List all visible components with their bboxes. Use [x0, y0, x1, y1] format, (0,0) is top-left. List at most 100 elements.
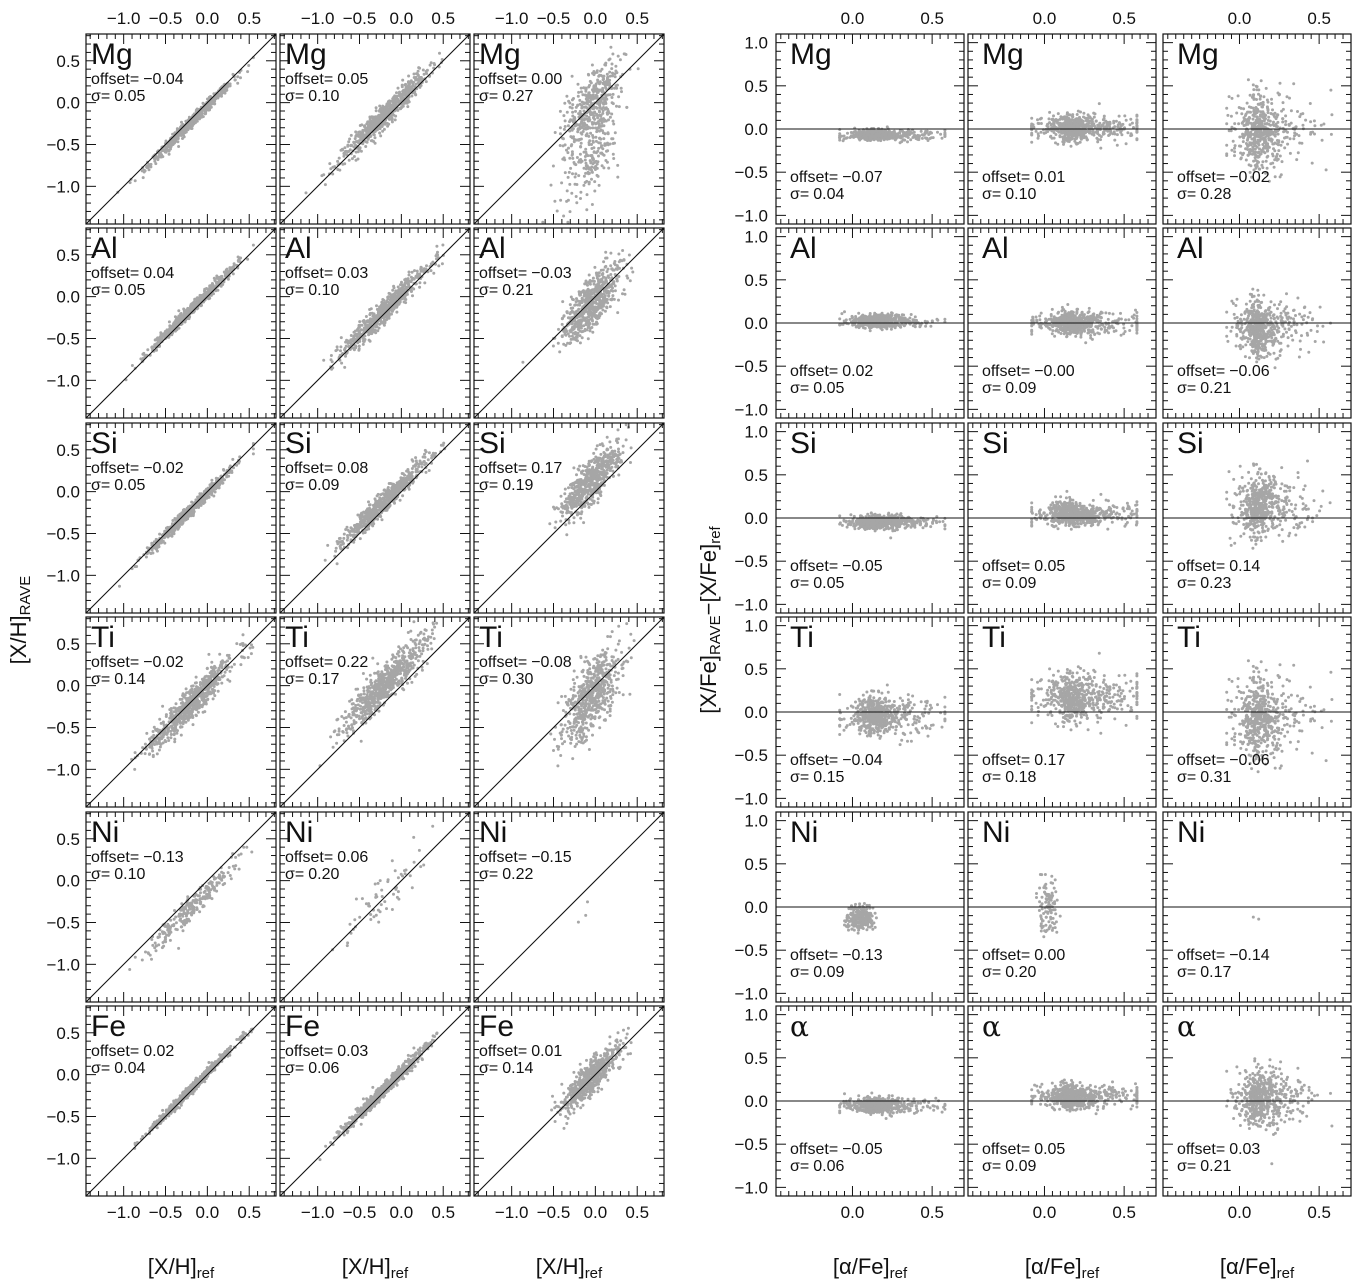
- xh-panel-al-2-point: [418, 285, 422, 289]
- xh-panel-mg-3-point: [577, 90, 581, 94]
- xh-panel-al-3-point: [588, 314, 591, 317]
- xh-panel-mg-3-point: [582, 166, 586, 170]
- xh-panel-mg-3-point: [587, 182, 591, 186]
- xh-panel-mg-2-point: [379, 114, 382, 117]
- xh-panel-mg-2-point: [406, 105, 410, 109]
- xh-panel-mg-3-point: [607, 166, 611, 170]
- xh-panel-mg-1-point: [200, 109, 204, 113]
- xh-panel-mg-3-point: [576, 82, 580, 86]
- xh-panel-mg-1-point: [177, 145, 181, 148]
- xh-panel-al-2-offset-label: offset= 0.03: [285, 265, 368, 282]
- xh-panel-al-3-point: [570, 334, 574, 338]
- xh-panel-mg-2-point: [354, 134, 358, 138]
- xh-panel-mg-3-sigma-prefix: σ=: [479, 88, 498, 105]
- xh-panel-mg-3-top-xtick-label: 0.5: [625, 9, 649, 28]
- xh-panel-al-1-point: [203, 290, 207, 294]
- xh-panel-mg-2-point: [350, 157, 354, 161]
- xh-panel-mg-2-point: [369, 134, 373, 138]
- xh-panel-mg-3-point: [553, 199, 557, 203]
- xh-panel-mg-2-point: [363, 134, 367, 138]
- xh-panel-mg-1-point: [175, 134, 179, 138]
- xh-panel-mg-2-point: [416, 72, 420, 76]
- xh-panel-mg-2-point: [385, 106, 389, 110]
- xh-panel-al-1-point: [228, 266, 232, 270]
- xh-panel-mg-3-point: [573, 175, 577, 179]
- xh-panel-mg-3-point: [600, 124, 603, 128]
- xh-panel-mg-3-point: [595, 128, 599, 132]
- xh-panel-mg-2-point: [329, 167, 333, 171]
- xh-panel-mg-2-offset-prefix: offset=: [285, 71, 333, 88]
- xh-panel-al-2-point: [357, 344, 361, 348]
- xh-panel-al-3-point: [556, 341, 560, 345]
- xh-panel-mg-1-point: [156, 157, 160, 161]
- xh-panel-mg-3-point: [596, 149, 600, 153]
- xh-panel-mg-3-point: [591, 71, 595, 75]
- xh-panel-mg-3-point: [615, 104, 618, 108]
- xh-panel-mg-2-top-xtick-label: 0.5: [431, 9, 455, 28]
- xh-panel-al-2-point: [398, 300, 402, 304]
- xh-panel-mg-3-point: [601, 111, 605, 115]
- xh-panel-mg-2-point: [354, 140, 358, 144]
- xh-panel-mg-3-point: [610, 112, 614, 116]
- xh-panel-al-2-point: [339, 336, 343, 340]
- xh-panel-al-3-point: [628, 279, 632, 283]
- xh-panel-al-2-point: [343, 348, 346, 352]
- xh-panel-al-3-point: [607, 291, 611, 295]
- xh-panel-mg-3-point: [601, 147, 605, 151]
- xh-panel-al-1-point: [146, 348, 150, 352]
- xh-panel-al-2-point: [436, 250, 439, 254]
- xh-panel-mg-2-point: [365, 140, 369, 144]
- xh-panel-mg-2-point: [387, 117, 391, 121]
- xh-panel-mg-3-point: [568, 156, 572, 160]
- xh-panel-mg-2-point: [331, 172, 335, 176]
- xh-panel-si-1-point: [210, 481, 214, 485]
- xh-panel-mg-3-point: [616, 163, 620, 167]
- xh-panel-mg-2-point: [410, 87, 414, 91]
- xh-panel-al-3-point: [560, 322, 564, 326]
- xh-panel-al-3-point: [582, 294, 586, 298]
- xh-panel-mg-3-point: [561, 137, 565, 141]
- xh-panel-mg-2-point: [373, 118, 377, 122]
- xh-panel-mg-2-point: [348, 148, 352, 152]
- xh-panel-mg-3-point: [616, 54, 620, 58]
- xh-panel-mg-3-point: [567, 170, 571, 174]
- xh-panel-mg-3-point: [613, 131, 617, 135]
- xh-panel-mg-3-point: [562, 156, 566, 160]
- xh-panel-mg-3-point: [575, 156, 579, 159]
- xh-panel-mg-3-point: [568, 210, 572, 214]
- xh-panel-mg-2-point: [343, 146, 347, 150]
- xh-panel-mg-2-point: [412, 80, 416, 84]
- xh-panel-al-2-point: [402, 300, 406, 304]
- xh-panel-mg-1-point: [216, 92, 220, 96]
- xh-panel-mg-1-ytick-label: −1.0: [46, 177, 80, 196]
- xh-panel-mg-3-offset-label: offset= 0.00: [479, 71, 562, 88]
- xh-panel-mg-3-point: [579, 197, 582, 200]
- xh-panel-al-3-point: [604, 264, 608, 268]
- xh-panel-mg-1-point: [171, 140, 175, 144]
- xh-panel-mg-1-point: [164, 147, 168, 151]
- xh-panel-mg-2-point: [353, 137, 357, 141]
- xh-panel-mg-2-one-to-one-line: [280, 34, 470, 224]
- xh-panel-mg-1-point: [209, 105, 213, 109]
- xh-panel-al-1-point: [182, 307, 186, 311]
- xh-panel-mg-2-point: [387, 101, 391, 105]
- xh-panel-mg-3-point: [608, 93, 612, 97]
- xh-panel-mg-3-point: [584, 123, 588, 127]
- xh-panel-mg-3-point: [569, 118, 573, 122]
- xh-panel-mg-1-point: [204, 111, 208, 115]
- xh-panel-mg-2-point: [348, 137, 352, 141]
- xh-panel-mg-3-point: [581, 130, 585, 133]
- xh-panel-al-3-point: [587, 273, 591, 277]
- xh-panel-al-3-point: [590, 317, 594, 320]
- xh-panel-al-3-point: [609, 251, 613, 255]
- xh-panel-mg-1-ytick-label: −0.5: [46, 135, 80, 154]
- xh-panel-mg-3-point: [571, 156, 575, 160]
- xh-panel-mg-3-point: [608, 74, 612, 78]
- xh-panel-mg-3-point: [598, 106, 602, 110]
- xh-panel-al-3-point: [578, 341, 582, 345]
- xh-panel-mg-2-point: [381, 116, 385, 120]
- xh-panel-al-3-point: [602, 282, 606, 286]
- xh-panel-al-1-point: [192, 300, 196, 304]
